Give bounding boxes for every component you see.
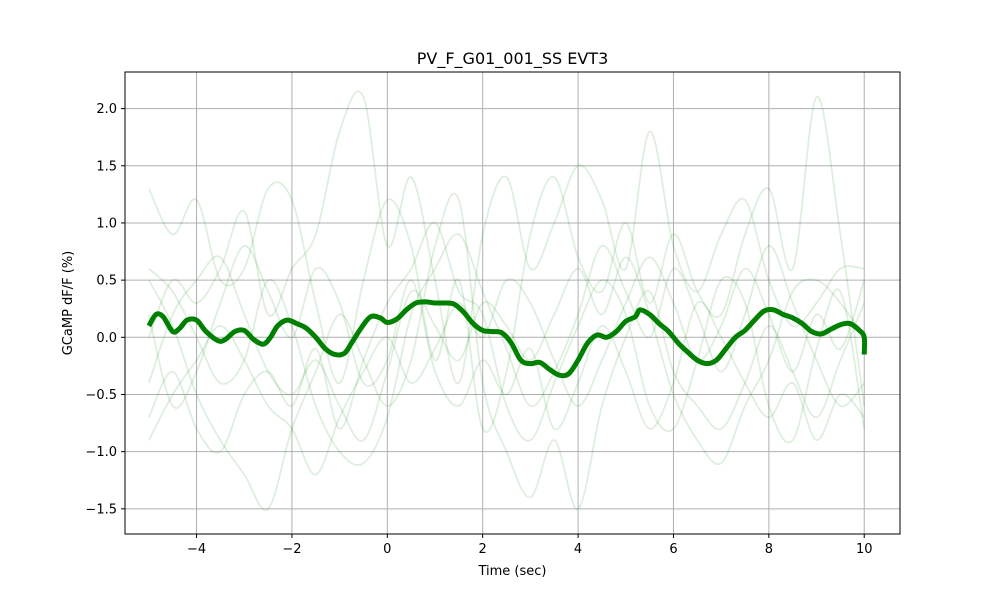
trial-trace-line [148, 90, 865, 385]
y-tick-label: −1.0 [85, 445, 117, 460]
y-tick-label: 1.0 [96, 216, 117, 231]
trial-trace-line [148, 233, 865, 466]
trial-traces [147, 90, 866, 511]
trial-trace-line [148, 256, 866, 476]
trial-trace-line [148, 222, 866, 454]
y-axis-title: GCaMP dF/F (%) [61, 251, 76, 356]
x-tick-label: 0 [383, 542, 391, 557]
y-tick-label: 1.5 [96, 159, 117, 174]
x-tick-label: 8 [765, 542, 773, 557]
mean-trace-line [146, 299, 868, 379]
y-axis-ticks: −1.5 −1.0 −0.5 0.0 0.5 1.0 1.5 2.0 [85, 102, 125, 517]
x-gridlines [196, 72, 865, 534]
x-tick-label: 6 [669, 542, 677, 557]
x-tick-label: −2 [282, 542, 301, 557]
trial-trace-line [147, 255, 865, 466]
y-gridlines [125, 108, 900, 510]
x-tick-label: 2 [479, 542, 487, 557]
mean-trace-group [146, 299, 868, 379]
plot-area [125, 72, 900, 534]
y-tick-label: 2.0 [96, 102, 117, 117]
y-tick-label: −0.5 [85, 388, 117, 403]
x-tick-label: 4 [574, 542, 582, 557]
x-axis-ticks: −4 −2 0 2 4 6 8 10 [187, 534, 873, 557]
x-tick-label: 10 [856, 542, 873, 557]
trial-trace-line [147, 244, 865, 442]
y-tick-label: 0.5 [96, 274, 117, 289]
trial-trace-line [148, 192, 866, 511]
y-tick-label: −1.5 [85, 502, 117, 517]
x-tick-label: −4 [187, 542, 206, 557]
chart-title: PV_F_G01_001_SS EVT3 [417, 49, 609, 69]
y-tick-label: 0.0 [96, 331, 117, 346]
x-axis-title: Time (sec) [477, 564, 546, 579]
plot-frame [124, 71, 901, 535]
